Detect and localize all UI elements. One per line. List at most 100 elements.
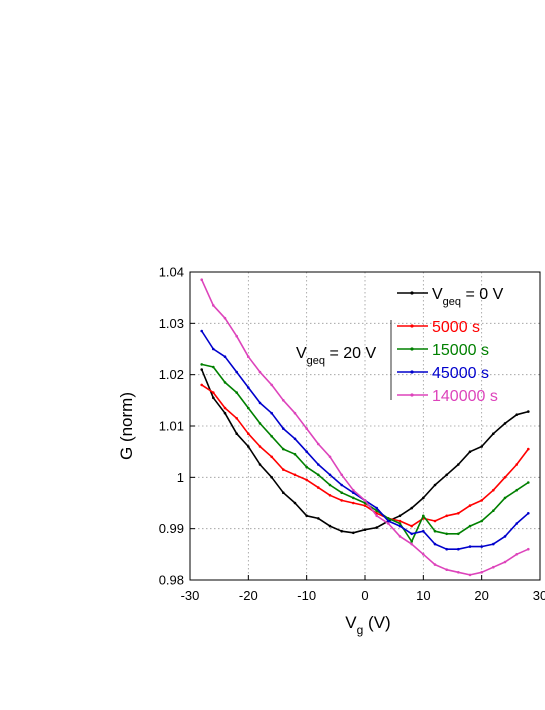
y-tick-label: 1.03 (159, 316, 184, 331)
data-point (515, 463, 518, 466)
data-point (212, 365, 215, 369)
data-point (212, 396, 215, 400)
data-point (410, 524, 414, 528)
data-point (270, 435, 274, 438)
data-point (317, 486, 320, 489)
x-tick-label: 20 (474, 588, 488, 603)
data-point (235, 334, 238, 338)
data-point (398, 535, 402, 538)
data-point (515, 522, 518, 525)
data-point (445, 532, 449, 536)
legend-swatch-marker (410, 291, 414, 295)
data-point (492, 432, 495, 436)
data-point (468, 504, 472, 507)
data-point (258, 422, 262, 425)
data-point (445, 547, 449, 551)
data-point (527, 447, 530, 451)
data-point (422, 553, 425, 556)
data-point (480, 445, 484, 448)
legend-swatch-marker (410, 370, 414, 374)
data-point (258, 463, 262, 466)
data-point (363, 528, 367, 531)
legend-swatch-marker (410, 324, 414, 328)
data-point (328, 494, 332, 497)
data-point (282, 399, 285, 402)
legend-label: 140000 s (432, 388, 498, 405)
data-point (527, 512, 530, 515)
annotation-rest: = 20 V (325, 345, 376, 362)
data-point (515, 488, 518, 492)
data-point (282, 447, 285, 451)
data-point (492, 542, 495, 546)
data-point (410, 540, 414, 543)
data-point (433, 483, 437, 487)
data-point (398, 522, 402, 525)
x-tick-label: -10 (297, 588, 316, 603)
data-point (387, 519, 390, 523)
data-point (480, 499, 484, 502)
data-point (235, 391, 238, 394)
data-point (293, 501, 297, 505)
data-point (363, 504, 367, 507)
data-point (270, 455, 274, 459)
data-point (527, 547, 530, 551)
data-point (387, 517, 390, 520)
data-point (340, 529, 344, 533)
data-point (375, 509, 379, 512)
data-point (212, 304, 215, 307)
data-point (387, 522, 390, 525)
data-point (247, 386, 250, 389)
data-point (200, 278, 203, 282)
data-point (457, 547, 460, 551)
data-point (352, 496, 355, 500)
annotation-main: V (296, 345, 307, 362)
data-point (398, 524, 402, 528)
x-tick-label: -20 (239, 588, 258, 603)
data-point (247, 432, 250, 436)
data-point (305, 478, 309, 482)
data-point (317, 517, 320, 520)
data-point (375, 526, 379, 529)
x-axis-label-main: V (345, 613, 357, 632)
data-point (375, 506, 379, 510)
data-point (270, 383, 274, 387)
data-point (433, 529, 437, 533)
data-point (223, 411, 227, 415)
data-point (503, 496, 507, 500)
data-point (212, 391, 215, 394)
data-point (352, 501, 355, 505)
data-point (492, 509, 495, 512)
data-point (503, 476, 507, 479)
y-tick-label: 0.99 (159, 521, 184, 536)
data-point (503, 560, 507, 564)
data-point (352, 488, 355, 492)
data-point (445, 514, 449, 518)
y-axis-label: G (norm) (117, 392, 136, 460)
data-point (317, 442, 320, 446)
data-point (457, 463, 460, 466)
data-point (235, 432, 238, 436)
legend-label-rest: = 0 V (461, 286, 504, 303)
data-point (305, 450, 309, 454)
data-point (235, 417, 238, 420)
legend: Vgeq = 0 V 5000 s 15000 s 45000 s 140000 s (397, 286, 504, 405)
data-point (468, 450, 472, 454)
legend-swatch-marker (410, 347, 414, 351)
data-point (422, 496, 425, 500)
data-point (223, 381, 227, 384)
data-point (293, 473, 297, 477)
series-layer (200, 278, 530, 577)
data-point (480, 519, 484, 523)
data-point (410, 542, 414, 546)
data-point (457, 512, 460, 515)
data-point (212, 347, 215, 351)
legend-label: 5000 s (432, 319, 480, 336)
data-point (503, 535, 507, 538)
data-point (200, 363, 203, 366)
data-point (340, 499, 344, 502)
data-point (200, 368, 203, 371)
data-point (258, 370, 262, 374)
x-tick-label: 0 (361, 588, 368, 603)
x-tick-label: 30 (533, 588, 545, 603)
data-point (328, 473, 332, 477)
